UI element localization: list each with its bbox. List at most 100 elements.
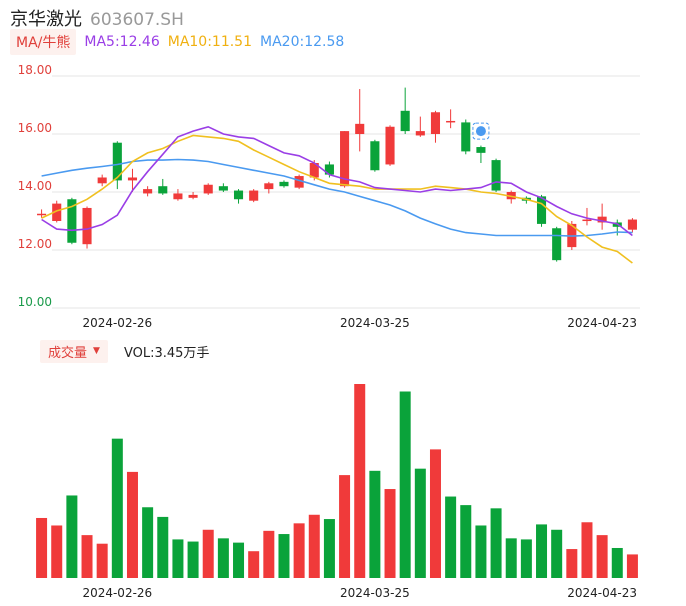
candle-body	[324, 164, 334, 175]
volume-bar	[536, 524, 548, 578]
volume-bar	[596, 535, 608, 578]
ma5-label: MA5:12.46	[84, 34, 160, 50]
candle-body	[158, 186, 168, 194]
volume-bar	[66, 495, 78, 578]
candle-body	[203, 184, 213, 194]
volume-bar	[490, 508, 502, 578]
volume-tab-label: 成交量	[48, 345, 88, 361]
volume-bar	[611, 547, 623, 578]
volume-bar	[626, 554, 638, 578]
candle-body	[597, 216, 607, 223]
price-axis: 18.00 16.00 14.00 12.00 10.00	[18, 63, 52, 309]
y-tick-label: 18.00	[18, 63, 52, 77]
volume-bar	[126, 471, 138, 578]
candle-body	[67, 199, 77, 243]
ma-lines-layer	[41, 125, 633, 264]
x-tick-label: 2024-02-26	[82, 316, 152, 330]
volume-bar	[384, 489, 396, 578]
volume-bar	[172, 539, 184, 578]
volume-bar	[581, 522, 593, 578]
ma-selector-tab[interactable]: MA/牛熊	[10, 29, 77, 55]
candle-body	[446, 120, 456, 123]
volume-bar	[445, 496, 457, 578]
stock-name: 京华激光	[10, 9, 82, 30]
volume-bar	[217, 538, 229, 578]
y-tick-label: 12.00	[18, 237, 52, 251]
x-tick-label: 2024-04-23	[567, 586, 637, 600]
volume-bar	[354, 384, 366, 578]
candle-body	[143, 189, 153, 194]
x-tick-label: 2024-04-23	[567, 316, 637, 330]
volume-bars-layer	[36, 384, 638, 578]
x-tick-label: 2024-03-25	[340, 316, 410, 330]
volume-bar	[187, 541, 199, 578]
volume-bar	[263, 530, 275, 578]
candle-body	[294, 176, 304, 188]
x-tick-label: 2024-02-26	[82, 586, 152, 600]
candle-body	[173, 193, 183, 200]
volume-x-axis: 2024-02-26 2024-03-25 2024-04-23	[82, 586, 637, 600]
candle-body	[97, 177, 107, 184]
candle-body	[309, 163, 319, 178]
candle-body	[627, 219, 637, 230]
volume-bar	[460, 505, 472, 578]
price-x-axis: 2024-02-26 2024-03-25 2024-04-23	[82, 316, 637, 330]
candle-body	[415, 131, 425, 136]
candle-body	[218, 186, 228, 191]
volume-bar	[369, 470, 381, 578]
volume-bar	[429, 449, 441, 578]
candle-body	[264, 183, 274, 190]
volume-bar	[475, 525, 487, 578]
candle-body	[461, 122, 471, 152]
volume-bar	[36, 517, 48, 578]
y-tick-label: 16.00	[18, 121, 52, 135]
volume-bar	[81, 535, 93, 578]
candle-body	[370, 141, 380, 171]
volume-bar	[551, 529, 563, 578]
candle-body	[552, 228, 562, 261]
volume-bar	[202, 529, 214, 578]
candle-body	[52, 203, 62, 221]
volume-bar	[308, 514, 320, 578]
candle-body	[233, 190, 244, 200]
volume-bar	[157, 516, 169, 578]
marker-frame	[472, 122, 490, 140]
candle-body	[491, 160, 501, 191]
volume-bar	[520, 539, 532, 578]
y-tick-label: 14.00	[18, 179, 52, 193]
ma10-line	[41, 134, 633, 264]
event-marker-icon[interactable]	[472, 122, 490, 140]
volume-bar	[399, 391, 411, 578]
candle-body	[355, 123, 365, 134]
ma5-line	[41, 125, 633, 237]
volume-bar	[51, 525, 63, 578]
candle-body	[340, 131, 350, 187]
volume-value: VOL:3.45万手	[123, 345, 210, 361]
marker-dot	[475, 126, 486, 137]
candle-body	[127, 177, 138, 181]
volume-bar	[339, 475, 351, 578]
volume-bar	[323, 519, 335, 578]
ma10-label: MA10:11.51	[167, 34, 253, 50]
candle-body	[536, 196, 547, 224]
candle-body	[476, 147, 486, 153]
volume-bar	[566, 549, 578, 578]
volume-selector-tab[interactable]: 成交量 ▼	[40, 339, 108, 363]
ma-legend: MA/牛熊 MA5:12.46 MA10:11.51 MA20:12.58	[10, 29, 352, 55]
caret-down-icon: ▼	[93, 346, 100, 356]
volume-bar	[96, 543, 108, 578]
volume-bar	[505, 538, 517, 578]
volume-bar	[142, 507, 154, 578]
candle-body	[430, 112, 441, 134]
volume-bar	[278, 534, 290, 578]
volume-bar	[248, 551, 260, 578]
volume-bar	[233, 542, 245, 578]
candle-body	[82, 207, 92, 245]
candle-body	[385, 126, 395, 165]
stock-code: 603607.SH	[90, 10, 184, 30]
candle-body	[188, 194, 198, 198]
candle-body	[37, 213, 47, 216]
volume-legend: 成交量 ▼ VOL:3.45万手	[40, 339, 210, 363]
ma20-label: MA20:12.58	[260, 34, 345, 50]
